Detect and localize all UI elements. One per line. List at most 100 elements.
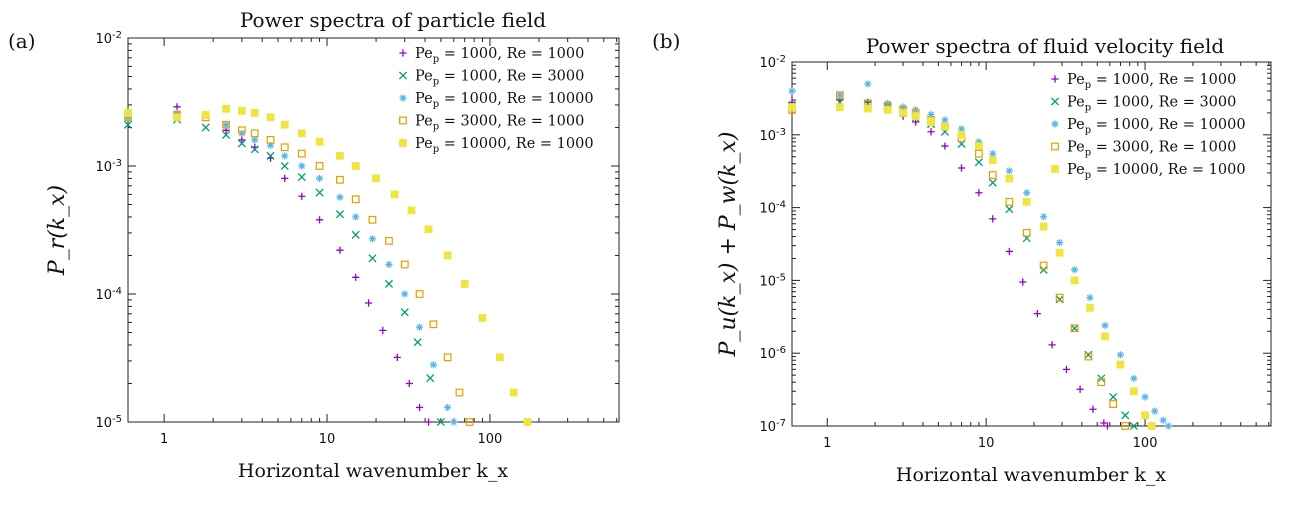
legend-label: Pep = 1000, Re = 10000 xyxy=(1067,117,1246,136)
y-tick-label-base: 10 xyxy=(759,202,776,217)
y-tick-label-base: 10 xyxy=(759,274,776,289)
data-point xyxy=(1019,278,1027,286)
data-point xyxy=(281,152,289,160)
data-point xyxy=(238,136,246,144)
data-point xyxy=(315,174,324,183)
data-point xyxy=(297,129,306,138)
data-point xyxy=(1056,239,1064,247)
data-point xyxy=(478,314,487,322)
data-point xyxy=(1070,324,1079,333)
data-point xyxy=(450,418,458,426)
data-point xyxy=(315,162,324,170)
data-point xyxy=(352,213,360,221)
data-point xyxy=(1097,378,1106,387)
data-point xyxy=(372,174,380,183)
data-point xyxy=(384,279,394,288)
plot-frame xyxy=(791,61,1272,427)
data-point xyxy=(1159,416,1167,424)
legend-label-subscript: p xyxy=(433,99,439,110)
legend-label-subscript: p xyxy=(433,77,439,88)
legend-label-part: Pe xyxy=(415,136,433,152)
data-point xyxy=(989,150,997,158)
legend-marker xyxy=(1051,120,1059,128)
legend-label-part: = 10000, Re = 1000 xyxy=(1091,162,1245,178)
data-point xyxy=(237,126,246,135)
data-point xyxy=(250,129,259,138)
data-point xyxy=(280,143,289,152)
data-point xyxy=(400,260,409,269)
data-point xyxy=(237,106,246,115)
y-axis-label: P_r(k_x) xyxy=(45,185,70,276)
data-point xyxy=(222,104,230,113)
data-point xyxy=(911,112,920,121)
y-tick-label-exponent: -6 xyxy=(776,345,786,356)
data-point xyxy=(298,162,306,170)
data-point xyxy=(1076,385,1084,393)
chart-title: Power spectra of particle field xyxy=(240,8,546,32)
y-tick-label: 10-2 xyxy=(759,54,786,71)
data-point xyxy=(1005,205,1014,214)
data-point xyxy=(957,164,966,172)
legend-marker xyxy=(399,49,407,57)
data-point xyxy=(1084,350,1093,359)
data-point xyxy=(989,215,997,223)
data-point xyxy=(251,136,259,144)
data-point xyxy=(460,279,469,288)
legend-label-part: = 1000, Re = 3000 xyxy=(1091,95,1236,111)
plot-frame xyxy=(127,37,620,423)
series-4 xyxy=(124,111,474,426)
data-point xyxy=(123,120,133,129)
legend-label-part: Pe xyxy=(1067,72,1085,88)
legend-label: Pep = 1000, Re = 1000 xyxy=(1067,72,1236,91)
data-point xyxy=(1109,392,1118,402)
y-tick-label-base: 10 xyxy=(95,288,112,303)
data-point xyxy=(863,104,872,113)
data-point xyxy=(1005,197,1014,206)
data-point xyxy=(1103,422,1112,430)
legend-label: Pep = 3000, Re = 1000 xyxy=(415,114,584,133)
data-marks xyxy=(123,103,532,427)
data-point xyxy=(336,246,344,254)
data-point xyxy=(173,103,181,111)
x-tick-label: 1 xyxy=(823,436,831,451)
data-point xyxy=(1147,422,1156,430)
y-tick-label: 10-3 xyxy=(95,158,122,175)
data-point xyxy=(988,171,997,179)
data-point xyxy=(1116,360,1125,369)
data-point xyxy=(281,174,289,183)
y-tick-label-exponent: -2 xyxy=(112,30,122,41)
data-point xyxy=(426,374,435,383)
legend-label-part: = 1000, Re = 1000 xyxy=(439,46,584,62)
data-point xyxy=(899,108,907,117)
y-tick-label-exponent: -4 xyxy=(776,200,786,211)
data-point xyxy=(401,290,409,298)
data-point xyxy=(266,151,275,160)
data-point xyxy=(266,141,275,149)
x-axis-label-text: Horizontal wavenumber k_x xyxy=(896,464,1167,486)
data-point xyxy=(1023,189,1031,197)
data-point xyxy=(385,236,393,245)
data-point xyxy=(385,260,393,269)
series-2 xyxy=(787,98,1138,431)
data-point xyxy=(368,254,377,263)
panel-label: (b) xyxy=(652,29,680,53)
data-point xyxy=(393,353,401,361)
y-tick-label-base: 10 xyxy=(95,32,112,47)
data-point xyxy=(957,125,966,133)
data-point xyxy=(280,120,289,129)
legend-marker xyxy=(399,116,407,125)
data-point xyxy=(1141,393,1149,401)
data-point xyxy=(974,158,983,167)
series-1 xyxy=(788,96,1112,430)
y-tick-label-base: 10 xyxy=(759,347,776,362)
data-point xyxy=(1039,261,1048,270)
data-point xyxy=(250,108,259,117)
data-point xyxy=(352,273,360,281)
data-point xyxy=(336,193,344,201)
data-point xyxy=(1070,276,1079,285)
data-point xyxy=(1109,400,1118,408)
y-axis-label: P_u(k_x) + P_w(k_x) xyxy=(716,132,741,358)
legend-label-part: Pe xyxy=(1067,162,1085,178)
